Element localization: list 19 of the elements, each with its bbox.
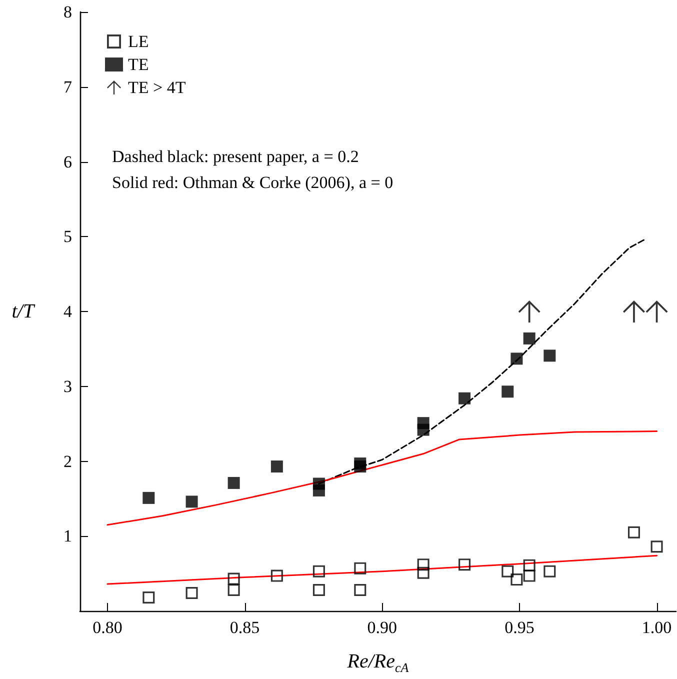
- x-tick-label: 0.85: [230, 618, 260, 637]
- y-tick-label: 7: [64, 77, 72, 96]
- legend-label: LE: [128, 32, 149, 51]
- annotation: Solid red: Othman & Corke (2006), a = 0: [112, 173, 394, 192]
- x-tick-label: 0.80: [92, 618, 122, 637]
- y-tick-label: 6: [64, 152, 72, 172]
- y-axis-title: t/T: [12, 300, 36, 322]
- legend-label: TE > 4T: [128, 78, 186, 97]
- y-tick-label: 1: [64, 526, 72, 546]
- legend-label: TE: [128, 55, 149, 74]
- x-tick-label: 0.90: [367, 618, 397, 637]
- annotation: Dashed black: present paper, a = 0.2: [112, 147, 359, 166]
- y-tick-label: 2: [64, 452, 72, 471]
- y-tick-label: 8: [64, 2, 72, 22]
- y-tick-label: 4: [64, 302, 72, 321]
- x-tick-label: 0.95: [504, 618, 534, 637]
- y-tick-label: 3: [64, 376, 72, 396]
- x-tick-label: 1.00: [642, 618, 672, 637]
- y-tick-label: 5: [64, 227, 72, 246]
